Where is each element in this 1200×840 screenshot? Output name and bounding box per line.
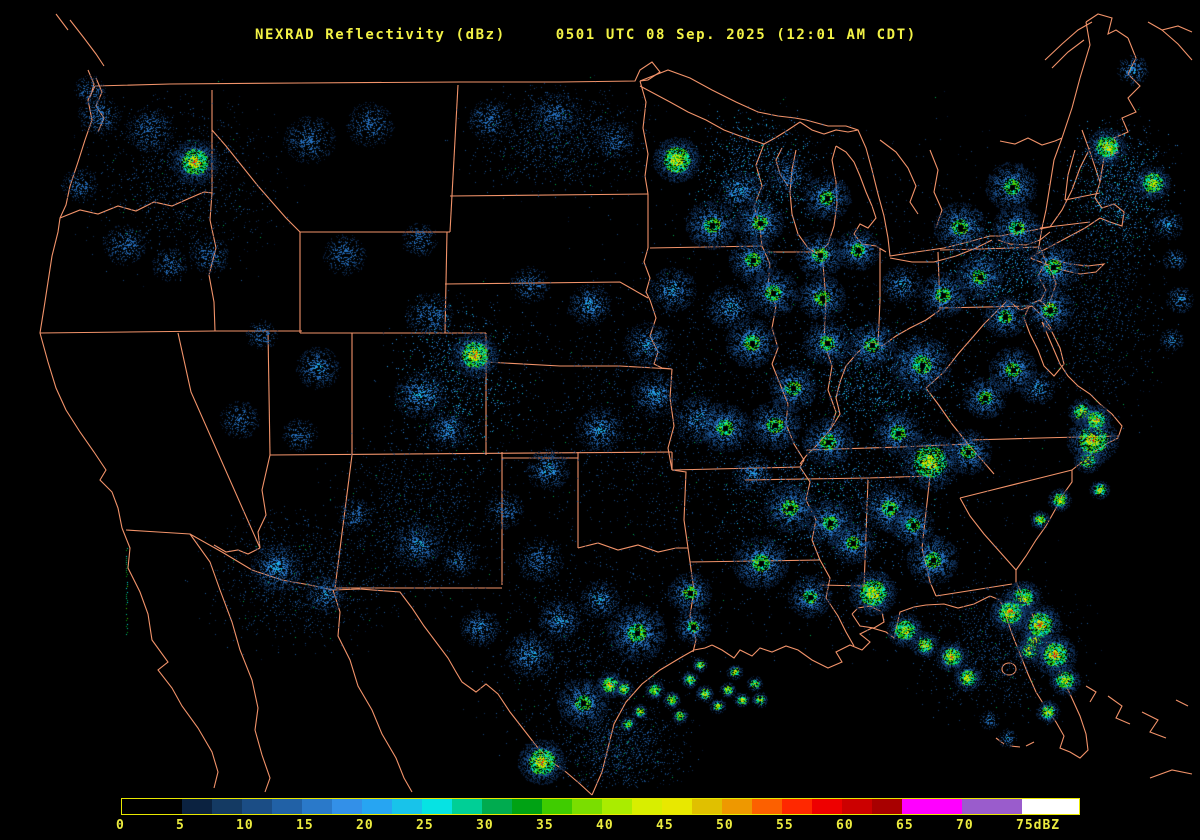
colorbar-segment bbox=[512, 799, 542, 814]
colorbar-segment bbox=[452, 799, 482, 814]
colorbar-segment bbox=[302, 799, 332, 814]
colorbar-tick-label: 55 bbox=[776, 818, 794, 833]
colorbar-segment bbox=[752, 799, 782, 814]
colorbar-tick-label: 35 bbox=[536, 818, 554, 833]
colorbar-tick-labels: 0 5 10 15 20 25 30 35 40 45 50 55 60 65 70 75dBZ bbox=[0, 818, 1200, 836]
colorbar-segment bbox=[662, 799, 692, 814]
colorbar-tick-label: 60 bbox=[836, 818, 854, 833]
colorbar-tick-label: 30 bbox=[476, 818, 494, 833]
colorbar-segment bbox=[392, 799, 422, 814]
colorbar-tick-label: 50 bbox=[716, 818, 734, 833]
colorbar-segment bbox=[332, 799, 362, 814]
colorbar-segment bbox=[962, 799, 1022, 814]
colorbar-segment bbox=[422, 799, 452, 814]
colorbar-tick-label: 20 bbox=[356, 818, 374, 833]
colorbar-tick-label: 40 bbox=[596, 818, 614, 833]
colorbar-segment bbox=[782, 799, 812, 814]
colorbar-tick-label: 25 bbox=[416, 818, 434, 833]
colorbar-tick-label: 15 bbox=[296, 818, 314, 833]
product-title: NEXRAD Reflectivity (dBz) bbox=[255, 27, 506, 43]
colorbar-segment bbox=[722, 799, 752, 814]
colorbar-segment bbox=[362, 799, 392, 814]
colorbar-tick-label: 70 bbox=[956, 818, 974, 833]
colorbar-tick-label: 65 bbox=[896, 818, 914, 833]
colorbar-tick-label: 45 bbox=[656, 818, 674, 833]
colorbar-tick-label: 5 bbox=[176, 818, 185, 833]
colorbar-segment bbox=[212, 799, 242, 814]
colorbar-segment bbox=[872, 799, 902, 814]
colorbar-segment bbox=[272, 799, 302, 814]
colorbar-segment bbox=[242, 799, 272, 814]
colorbar-segment bbox=[812, 799, 842, 814]
title-bar: NEXRAD Reflectivity (dBz) 0501 UTC 08 Se… bbox=[255, 27, 917, 43]
colorbar-segment bbox=[122, 799, 182, 814]
colorbar-segment bbox=[572, 799, 602, 814]
colorbar-segment bbox=[482, 799, 512, 814]
colorbar-segment bbox=[692, 799, 722, 814]
colorbar-tick-label: 75dBZ bbox=[1016, 818, 1061, 833]
colorbar-segment bbox=[632, 799, 662, 814]
colorbar-segment bbox=[542, 799, 572, 814]
colorbar-tick-label: 10 bbox=[236, 818, 254, 833]
colorbar-segment bbox=[842, 799, 872, 814]
colorbar-segment bbox=[182, 799, 212, 814]
colorbar-segment bbox=[602, 799, 632, 814]
colorbar-tick-label: 0 bbox=[116, 818, 125, 833]
reflectivity-colorbar bbox=[121, 798, 1080, 815]
colorbar-segment bbox=[1022, 799, 1079, 814]
colorbar-segment bbox=[902, 799, 962, 814]
timestamp-title: 0501 UTC 08 Sep. 2025 (12:01 AM CDT) bbox=[555, 27, 917, 43]
